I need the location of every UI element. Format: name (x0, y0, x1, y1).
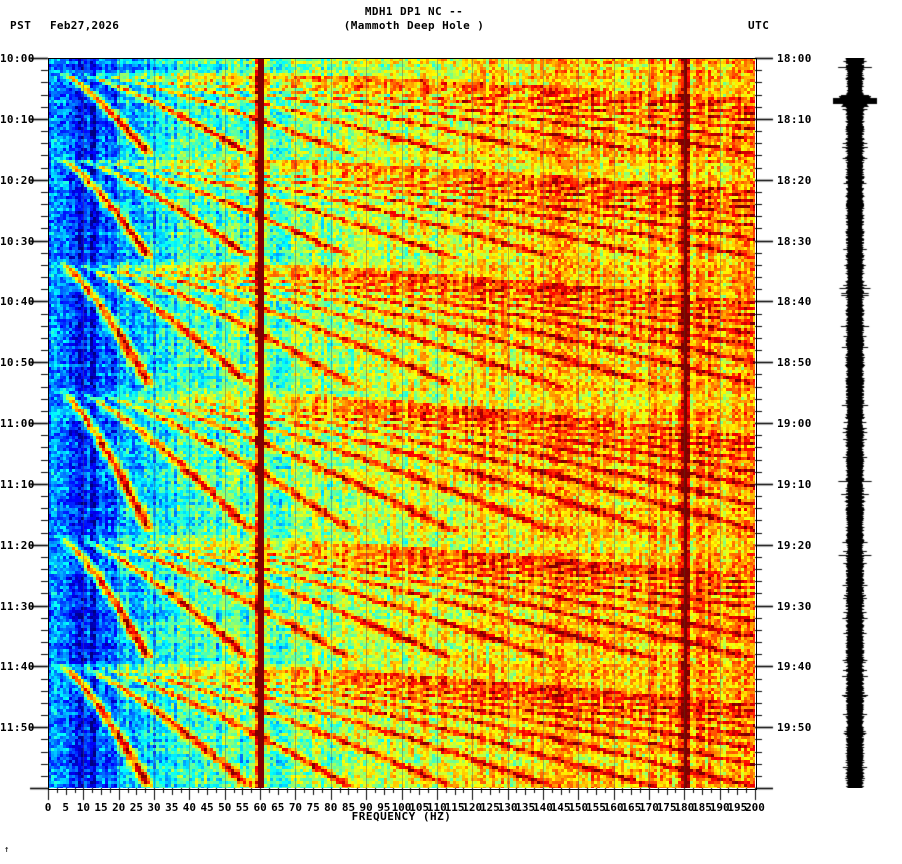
frequency-tick-label: 190 (709, 801, 730, 814)
frequency-tick-label: 125 (479, 801, 500, 814)
time-tick-label-left: 10:20 (0, 173, 35, 187)
frequency-tick-label: 175 (656, 801, 677, 814)
time-tick-label-right: 19:50 (777, 721, 812, 735)
time-tick-label-right: 18:00 (777, 52, 812, 65)
frequency-tick-label: 110 (426, 801, 447, 814)
spectrogram-plot[interactable] (48, 58, 757, 790)
time-tick-label-left: 11:20 (0, 538, 35, 552)
frequency-tick-label: 90 (359, 801, 373, 814)
frequency-tick-label: 70 (288, 801, 303, 814)
time-tick-label-left: 10:00 (0, 52, 35, 65)
frequency-tick-label: 80 (324, 801, 338, 814)
frequency-tick-label: 100 (391, 801, 412, 814)
spectrogram-canvas[interactable] (48, 58, 755, 788)
seismogram-trace-panel[interactable] (830, 58, 882, 788)
time-tick-label-left: 10:40 (0, 295, 35, 309)
frequency-tick-label: 55 (235, 801, 250, 814)
corner-mark: ↑ (4, 845, 10, 855)
time-tick-label-right: 19:20 (777, 538, 812, 552)
frequency-tick-label: 60 (253, 801, 267, 814)
frequency-tick-label: 35 (165, 801, 179, 814)
frequency-tick-label: 20 (112, 801, 126, 814)
frequency-tick-label: 40 (182, 801, 197, 814)
frequency-tick-label: 180 (674, 801, 695, 814)
frequency-axis-title: FREQUENCY (HZ) (351, 810, 452, 823)
frequency-tick-label: 10 (76, 801, 90, 814)
frequency-tick-label: 30 (147, 801, 161, 814)
time-tick-label-right: 19:40 (777, 660, 812, 674)
frequency-tick-label: 115 (444, 801, 465, 814)
frequency-tick-label: 130 (497, 801, 518, 814)
station-code-title: MDH1 DP1 NC -- (364, 5, 464, 18)
frequency-tick-label: 105 (409, 801, 430, 814)
time-tick-label-right: 18:40 (777, 295, 812, 309)
frequency-tick-label: 75 (306, 801, 320, 814)
timezone-label-right: UTC (748, 19, 770, 32)
frequency-tick-label: 85 (341, 801, 356, 814)
frequency-tick-label: 200 (745, 801, 765, 814)
time-tick-label-right: 19:10 (777, 477, 812, 491)
time-tick-label-left: 10:50 (0, 356, 35, 370)
frequency-tick-label: 160 (603, 801, 624, 814)
time-tick-label-right: 18:30 (777, 234, 812, 248)
frequency-tick-label: 50 (218, 801, 232, 814)
frequency-tick-label: 140 (532, 801, 553, 814)
time-tick-label-left: 11:40 (0, 660, 35, 674)
frequency-tick-label: 155 (585, 801, 606, 814)
frequency-tick-label: 25 (129, 801, 143, 814)
time-tick-label-left: 11:00 (0, 417, 35, 430)
frequency-tick-label: 120 (462, 801, 483, 814)
time-tick-label-right: 18:10 (777, 112, 812, 126)
frequency-tick-label: 45 (200, 801, 214, 814)
frequency-tick-label: 150 (568, 801, 589, 814)
frequency-tick-label: 15 (94, 801, 108, 814)
station-name-title: (Mammoth Deep Hole ) (343, 19, 485, 32)
time-tick-label-right: 18:20 (777, 173, 812, 187)
frequency-tick-label: 65 (271, 801, 285, 814)
time-tick-label-left: 11:50 (0, 721, 35, 735)
frequency-tick-label: 145 (550, 801, 571, 814)
time-tick-label-right: 19:30 (777, 599, 812, 613)
seismogram-trace-canvas[interactable] (830, 58, 882, 788)
frequency-tick-label: 195 (727, 801, 748, 814)
time-tick-label-right: 19:00 (777, 417, 812, 430)
frequency-tick-label: 95 (377, 801, 391, 814)
frequency-tick-label: 135 (515, 801, 536, 814)
time-tick-label-left: 10:10 (0, 112, 35, 126)
time-tick-label-left: 11:10 (0, 477, 35, 491)
time-tick-label-right: 18:50 (777, 356, 812, 370)
frequency-tick-label: 0 (44, 801, 52, 814)
frequency-tick-label: 170 (639, 801, 659, 814)
frequency-tick-label: 185 (692, 801, 712, 814)
time-tick-label-left: 10:30 (0, 234, 35, 248)
time-tick-label-left: 11:30 (0, 599, 35, 613)
frequency-tick-label: 5 (62, 801, 69, 814)
frequency-tick-label: 165 (621, 801, 642, 814)
